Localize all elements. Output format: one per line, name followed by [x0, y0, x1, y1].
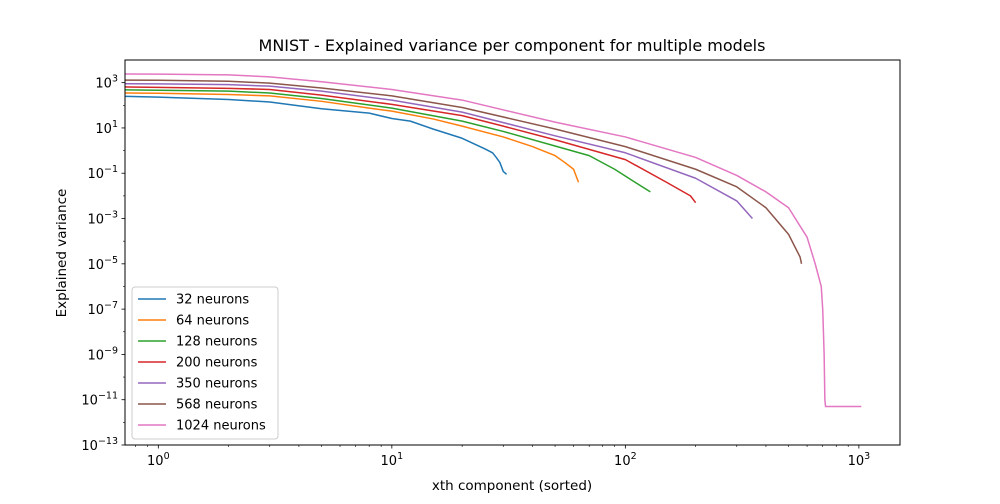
plot-area — [125, 73, 862, 408]
legend-label-2: 128 neurons — [176, 335, 258, 350]
series-line-2 — [125, 89, 651, 193]
legend-box — [131, 286, 279, 440]
y-tick-label-4: 10−5 — [87, 255, 118, 273]
y-axis-label: Explained variance — [54, 189, 70, 318]
series-line-0 — [125, 95, 508, 175]
y-tick-label-0: 103 — [95, 74, 118, 92]
y-tick-label-7: 10−11 — [81, 391, 118, 409]
y-tick-label-8: 10−13 — [81, 436, 118, 454]
legend-label-6: 1024 neurons — [176, 419, 266, 434]
series-line-6 — [125, 73, 862, 408]
x-tick-label-0: 100 — [147, 451, 170, 469]
series-line-3 — [125, 86, 697, 204]
legend-label-5: 568 neurons — [176, 398, 258, 413]
legend-label-1: 64 neurons — [176, 314, 249, 329]
legend-label-3: 200 neurons — [176, 356, 258, 371]
y-tick-label-5: 10−7 — [87, 300, 118, 318]
legend-label-0: 32 neurons — [176, 293, 249, 308]
legend: 32 neurons 64 neurons 128 neurons 200 neuro… — [131, 286, 279, 440]
x-axis-label: xth component (sorted) — [432, 478, 592, 494]
x-tick-label-1: 101 — [381, 451, 404, 469]
x-tick-label-2: 102 — [614, 451, 637, 469]
x-tick-label-3: 103 — [848, 451, 871, 469]
series-line-5 — [125, 79, 803, 264]
y-tick-label-2: 10−1 — [87, 164, 118, 182]
y-tick-label-3: 10−3 — [87, 210, 118, 228]
chart-title: MNIST - Explained variance per component… — [259, 36, 766, 55]
y-tick-label-1: 101 — [95, 119, 118, 137]
series-line-4 — [125, 82, 753, 220]
legend-label-4: 350 neurons — [176, 377, 258, 392]
y-axis-ticks: 103 101 10−1 10−3 10−5 10−7 10−9 10−11 10−13 — [81, 74, 125, 454]
plot-frame — [124, 59, 901, 446]
x-axis-ticks: 100 101 102 103 — [135, 445, 871, 469]
series-line-1 — [125, 92, 580, 183]
y-tick-label-6: 10−9 — [87, 345, 118, 363]
